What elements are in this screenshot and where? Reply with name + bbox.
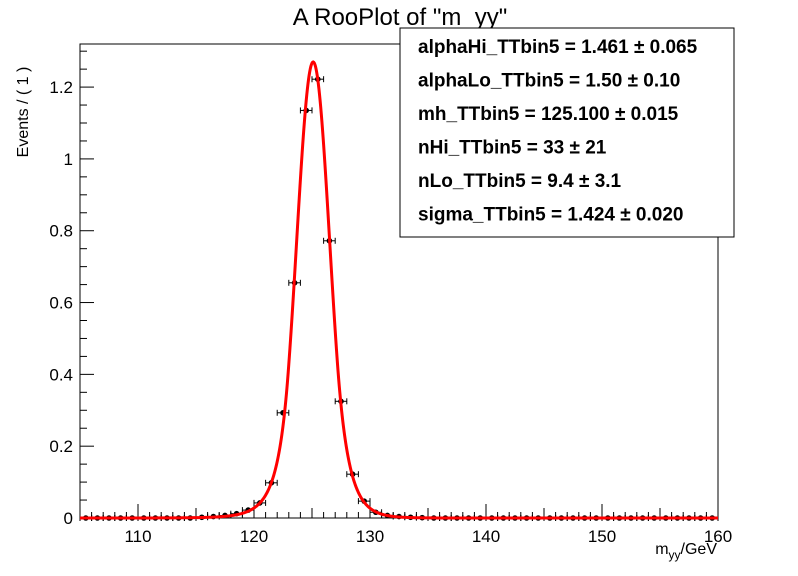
x-axis-label-main: m: [655, 541, 668, 558]
chart-title: A RooPlot of "m_yy": [293, 4, 507, 31]
x-axis-label-subscript: yy: [669, 548, 681, 562]
x-axis-label-unit: /GeV: [681, 541, 718, 558]
x-tick-label: 120: [240, 527, 268, 546]
y-tick-label: 1: [64, 150, 73, 169]
y-tick-label: 0.2: [49, 437, 73, 456]
parameter-line: alphaLo_TTbin5 = 1.50 ± 0.10: [418, 71, 680, 92]
parameter-line: nLo_TTbin5 = 9.4 ± 3.1: [418, 171, 622, 192]
x-tick-label: 130: [356, 527, 384, 546]
x-tick-label: 140: [472, 527, 500, 546]
y-tick-label: 0: [64, 509, 73, 528]
y-tick-label: 0.8: [49, 222, 73, 241]
parameter-line: mh_TTbin5 = 125.100 ± 0.015: [418, 104, 679, 125]
y-tick-label: 0.6: [49, 294, 73, 313]
fit-parameter-box: alphaHi_TTbin5 = 1.461 ± 0.065 alphaLo_TT…: [400, 28, 734, 237]
parameter-line: sigma_TTbin5 = 1.424 ± 0.020: [418, 205, 683, 226]
x-tick-label: 150: [588, 527, 616, 546]
y-tick-label: 0.4: [49, 365, 73, 384]
parameter-line: alphaHi_TTbin5 = 1.461 ± 0.065: [418, 37, 698, 58]
y-axis-label: Events / ( 1 ): [15, 67, 32, 158]
y-tick-label: 1.2: [49, 78, 73, 97]
x-tick-label: 110: [124, 527, 151, 546]
parameter-line: nHi_TTbin5 = 33 ± 21: [418, 138, 607, 159]
